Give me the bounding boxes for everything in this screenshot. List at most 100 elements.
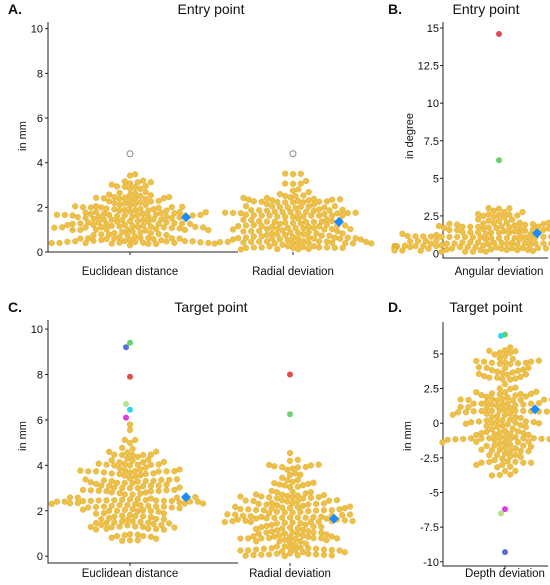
- swarm-point: [98, 204, 105, 211]
- swarm-point: [132, 238, 139, 246]
- swarm-point: [507, 430, 514, 437]
- swarm-point: [248, 207, 255, 214]
- swarm-point: [176, 235, 183, 242]
- swarm-point: [132, 513, 139, 520]
- swarm-point: [454, 233, 461, 241]
- swarm-point: [263, 225, 271, 233]
- swarm-point: [137, 502, 144, 509]
- swarm-point: [433, 237, 440, 244]
- swarm-point: [111, 235, 118, 242]
- swarm-point: [488, 414, 496, 421]
- swarm-point: [512, 375, 519, 382]
- swarm-point: [271, 218, 278, 226]
- swarm-point: [179, 220, 186, 227]
- swarm-point: [307, 494, 315, 501]
- swarm-point: [294, 503, 301, 511]
- swarm-point: [521, 227, 529, 234]
- swarm-point: [495, 211, 503, 219]
- swarm-point: [205, 239, 212, 247]
- swarm-point: [281, 536, 288, 543]
- swarm-point: [142, 489, 149, 496]
- swarm-point: [82, 214, 89, 222]
- swarm-point: [545, 219, 550, 226]
- swarm-point: [132, 523, 139, 530]
- swarm-point: [534, 244, 542, 252]
- swarm-point: [168, 497, 175, 505]
- swarm-point: [521, 234, 529, 241]
- swarm-point: [512, 419, 519, 426]
- swarm-point: [341, 505, 348, 512]
- swarm-point: [300, 199, 307, 206]
- swarm-point: [100, 210, 108, 217]
- swarm-point: [470, 408, 477, 415]
- swarm-point: [171, 220, 178, 227]
- swarm-point: [200, 500, 207, 507]
- swarm-point: [512, 392, 519, 399]
- swarm-point: [77, 467, 84, 474]
- swarm-point: [488, 426, 496, 433]
- swarm-point: [294, 552, 301, 559]
- swarm-point: [137, 490, 144, 497]
- swarm-point: [289, 213, 297, 221]
- swarm-point: [140, 507, 147, 514]
- swarm-point: [446, 226, 453, 234]
- swarm-point: [92, 510, 100, 517]
- swarm-point: [142, 195, 149, 203]
- swarm-point: [119, 452, 126, 459]
- swarm-point: [315, 518, 322, 525]
- swarm-point: [273, 543, 281, 550]
- swarm-point: [522, 418, 530, 425]
- swarm-point: [509, 397, 516, 404]
- swarm-point: [289, 465, 296, 472]
- swarm-point: [320, 492, 328, 499]
- swarm-point: [300, 225, 307, 232]
- swarm-point: [486, 435, 493, 442]
- swarm-point: [171, 239, 178, 246]
- swarm-point: [316, 244, 323, 251]
- swarm-point: [269, 230, 276, 237]
- swarm-point: [111, 519, 118, 526]
- y-tick-label: 5: [433, 173, 439, 185]
- swarm-point: [433, 243, 440, 250]
- swarm-point: [508, 245, 516, 252]
- swarm-point: [258, 233, 265, 240]
- swarm-point: [126, 180, 134, 187]
- swarm-point: [490, 207, 497, 214]
- swarm-point: [399, 230, 406, 237]
- swarm-point: [266, 212, 273, 219]
- swarm-point: [245, 196, 252, 203]
- swarm-point: [542, 245, 550, 252]
- swarm-point: [48, 240, 55, 247]
- swarm-point: [103, 461, 110, 468]
- swarm-point: [176, 208, 183, 216]
- swarm-point: [307, 518, 315, 525]
- swarm-point: [163, 207, 170, 214]
- swarm-point: [281, 482, 288, 489]
- swarm-point: [98, 515, 105, 523]
- swarm-point: [245, 506, 252, 513]
- swarm-point: [310, 523, 317, 530]
- swarm-point: [134, 478, 141, 485]
- swarm-point: [286, 524, 294, 531]
- swarm-point: [98, 224, 105, 231]
- swarm-point: [234, 516, 241, 523]
- swarm-point: [511, 222, 518, 229]
- swarm-point: [501, 208, 508, 216]
- swarm-point: [329, 212, 336, 219]
- swarm-point: [153, 211, 160, 218]
- swarm-point: [501, 444, 509, 451]
- swarm-point: [305, 528, 312, 535]
- swarm-point: [250, 244, 257, 251]
- swarm-point: [538, 435, 545, 442]
- swarm-point: [258, 493, 265, 500]
- swarm-point: [269, 235, 276, 242]
- swarm-point: [111, 194, 118, 201]
- swarm-point: [281, 552, 288, 560]
- swarm-point: [132, 171, 139, 178]
- swarm-point: [92, 526, 100, 533]
- swarm-point: [517, 414, 524, 422]
- swarm-point: [407, 244, 414, 251]
- swarm-point: [485, 211, 492, 218]
- y-tick-label: 8: [37, 68, 43, 80]
- swarm-point: [121, 206, 128, 213]
